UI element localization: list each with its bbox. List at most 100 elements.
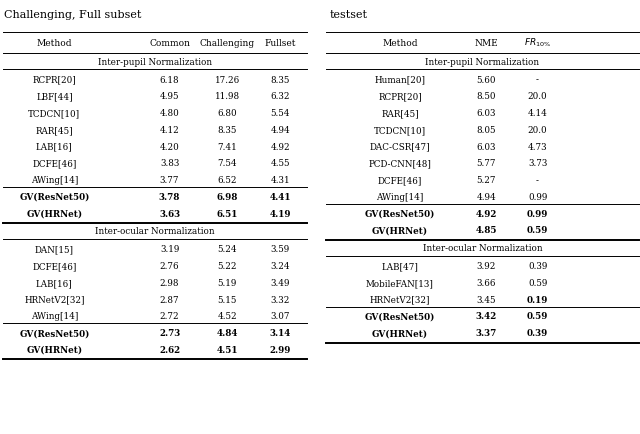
Text: 3.49: 3.49	[271, 278, 290, 287]
Text: RAR[45]: RAR[45]	[381, 109, 419, 118]
Text: 6.03: 6.03	[477, 109, 496, 118]
Text: 3.32: 3.32	[271, 295, 290, 304]
Text: Inter-ocular Normalization: Inter-ocular Normalization	[423, 243, 542, 253]
Text: -: -	[536, 176, 539, 184]
Text: 11.98: 11.98	[214, 92, 240, 101]
Text: 8.35: 8.35	[218, 125, 237, 135]
Text: GV(HRNet): GV(HRNet)	[26, 209, 83, 218]
Text: GV(ResNet50): GV(ResNet50)	[365, 312, 435, 321]
Text: 3.07: 3.07	[271, 312, 290, 321]
Text: 2.98: 2.98	[160, 278, 179, 287]
Text: 0.39: 0.39	[528, 261, 547, 270]
Text: GV(ResNet50): GV(ResNet50)	[19, 328, 90, 337]
Text: HRNetV2[32]: HRNetV2[32]	[24, 295, 84, 304]
Text: 4.52: 4.52	[218, 312, 237, 321]
Text: $\mathit{FR}_{10\%}$: $\mathit{FR}_{10\%}$	[524, 37, 551, 49]
Text: MobileFAN[13]: MobileFAN[13]	[366, 278, 434, 287]
Text: HRNetV2[32]: HRNetV2[32]	[370, 295, 430, 304]
Text: RAR[45]: RAR[45]	[36, 125, 73, 135]
Text: 5.24: 5.24	[218, 245, 237, 254]
Text: 5.77: 5.77	[477, 159, 496, 168]
Text: 3.59: 3.59	[271, 245, 290, 254]
Text: 4.55: 4.55	[271, 159, 290, 168]
Text: GV(HRNet): GV(HRNet)	[372, 328, 428, 337]
Text: 0.19: 0.19	[527, 295, 548, 304]
Text: 6.03: 6.03	[477, 142, 496, 151]
Text: TCDCN[10]: TCDCN[10]	[374, 125, 426, 135]
Text: RCPR[20]: RCPR[20]	[378, 92, 422, 101]
Text: LBF[44]: LBF[44]	[36, 92, 73, 101]
Text: 4.94: 4.94	[477, 192, 496, 201]
Text: Inter-pupil Normalization: Inter-pupil Normalization	[98, 58, 212, 66]
Text: 4.85: 4.85	[476, 226, 497, 235]
Text: 5.15: 5.15	[218, 295, 237, 304]
Text: 0.39: 0.39	[527, 328, 548, 337]
Text: 3.45: 3.45	[477, 295, 496, 304]
Text: TCDCN[10]: TCDCN[10]	[28, 109, 81, 118]
Text: 0.99: 0.99	[528, 192, 547, 201]
Text: 3.63: 3.63	[159, 209, 180, 218]
Text: GV(HRNet): GV(HRNet)	[26, 345, 83, 354]
Text: 8.35: 8.35	[271, 76, 290, 84]
Text: 3.66: 3.66	[477, 278, 496, 287]
Text: Method: Method	[382, 39, 418, 47]
Text: 4.80: 4.80	[160, 109, 179, 118]
Text: Common: Common	[149, 39, 190, 47]
Text: 7.54: 7.54	[218, 159, 237, 168]
Text: GV(ResNet50): GV(ResNet50)	[365, 209, 435, 218]
Text: 4.92: 4.92	[476, 209, 497, 218]
Text: 4.20: 4.20	[160, 142, 179, 151]
Text: DAN[15]: DAN[15]	[35, 245, 74, 254]
Text: 3.77: 3.77	[160, 176, 179, 184]
Text: 20.0: 20.0	[528, 125, 547, 135]
Text: LAB[16]: LAB[16]	[36, 142, 73, 151]
Text: Inter-ocular Normalization: Inter-ocular Normalization	[95, 227, 215, 236]
Text: Challenging, Full subset: Challenging, Full subset	[4, 10, 142, 20]
Text: 4.73: 4.73	[528, 142, 547, 151]
Text: 2.72: 2.72	[160, 312, 179, 321]
Text: 4.95: 4.95	[160, 92, 179, 101]
Text: PCD-CNN[48]: PCD-CNN[48]	[369, 159, 431, 168]
Text: 6.80: 6.80	[218, 109, 237, 118]
Text: 4.51: 4.51	[216, 345, 238, 354]
Text: 0.59: 0.59	[527, 226, 548, 235]
Text: DCFE[46]: DCFE[46]	[32, 159, 77, 168]
Text: 3.37: 3.37	[476, 328, 497, 337]
Text: 4.92: 4.92	[271, 142, 290, 151]
Text: 6.32: 6.32	[271, 92, 290, 101]
Text: 5.60: 5.60	[477, 76, 496, 84]
Text: LAB[16]: LAB[16]	[36, 278, 73, 287]
Text: 5.19: 5.19	[218, 278, 237, 287]
Text: 2.73: 2.73	[159, 328, 180, 337]
Text: 7.41: 7.41	[218, 142, 237, 151]
Text: AWing[14]: AWing[14]	[376, 192, 424, 201]
Text: 3.19: 3.19	[160, 245, 179, 254]
Text: Inter-pupil Normalization: Inter-pupil Normalization	[426, 58, 540, 66]
Text: 0.99: 0.99	[527, 209, 548, 218]
Text: 2.62: 2.62	[159, 345, 180, 354]
Text: 2.99: 2.99	[269, 345, 291, 354]
Text: 4.41: 4.41	[269, 192, 291, 201]
Text: Fullset: Fullset	[264, 39, 296, 47]
Text: 17.26: 17.26	[214, 76, 240, 84]
Text: 3.42: 3.42	[476, 312, 497, 321]
Text: 3.24: 3.24	[271, 261, 290, 270]
Text: 0.59: 0.59	[528, 278, 547, 287]
Text: Challenging: Challenging	[200, 39, 255, 47]
Text: Method: Method	[36, 39, 72, 47]
Text: LAB[47]: LAB[47]	[381, 261, 419, 270]
Text: 8.50: 8.50	[477, 92, 496, 101]
Text: NME: NME	[474, 39, 499, 47]
Text: 6.98: 6.98	[216, 192, 238, 201]
Text: 4.31: 4.31	[271, 176, 290, 184]
Text: 0.59: 0.59	[527, 312, 548, 321]
Text: 3.78: 3.78	[159, 192, 180, 201]
Text: AWing[14]: AWing[14]	[31, 176, 78, 184]
Text: 3.92: 3.92	[477, 261, 496, 270]
Text: testset: testset	[330, 10, 367, 20]
Text: 4.84: 4.84	[216, 328, 238, 337]
Text: 20.0: 20.0	[528, 92, 547, 101]
Text: RCPR[20]: RCPR[20]	[33, 76, 76, 84]
Text: Human[20]: Human[20]	[374, 76, 426, 84]
Text: AWing[14]: AWing[14]	[31, 312, 78, 321]
